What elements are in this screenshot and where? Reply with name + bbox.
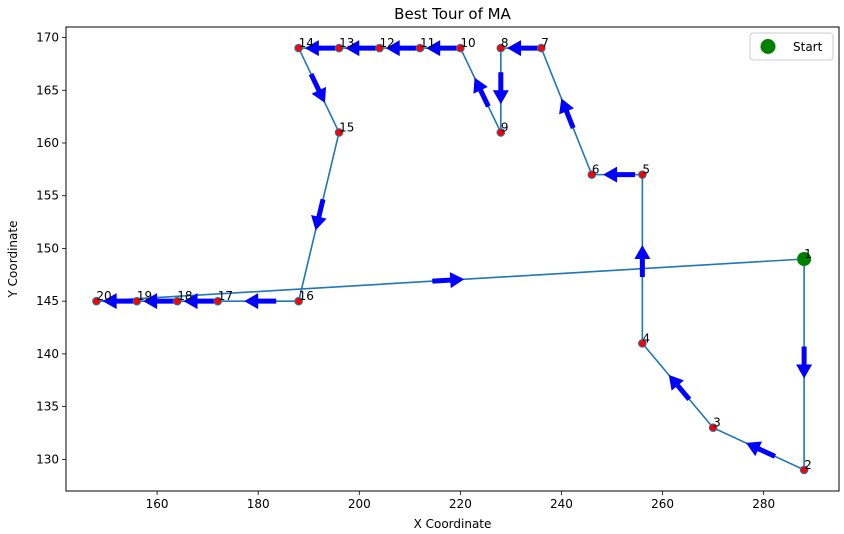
point-label: 18 — [177, 289, 192, 303]
direction-arrow — [304, 40, 337, 57]
y-tick-label: 155 — [36, 189, 59, 203]
tour-point — [587, 170, 597, 179]
direction-arrow — [345, 40, 378, 57]
y-tick-label: 170 — [36, 31, 59, 45]
direction-arrow — [492, 72, 509, 105]
x-tick-label: 260 — [651, 497, 674, 511]
point-label: 13 — [339, 36, 354, 50]
y-axis-title: Y Coordinate — [6, 221, 20, 299]
direction-arrow — [308, 72, 327, 103]
x-axis-title: X Coordinate — [414, 517, 492, 531]
tour-point — [173, 296, 182, 306]
direction-arrow — [603, 166, 636, 183]
direction-arrow — [143, 293, 176, 310]
x-axis: 160 180 200 220 240 260 280 — [146, 491, 775, 511]
y-tick-label: 145 — [36, 294, 59, 308]
direction-arrow — [668, 374, 692, 401]
tour-point — [708, 423, 718, 433]
y-tick-label: 130 — [36, 452, 59, 466]
direction-arrow — [385, 40, 418, 57]
point-label: 20 — [96, 289, 111, 303]
direction-arrow — [559, 98, 576, 130]
x-tick-label: 240 — [550, 497, 573, 511]
point-label: 7 — [541, 36, 549, 50]
direction-arrow — [432, 272, 465, 289]
direction-arrow — [426, 40, 459, 57]
tour-point — [638, 339, 647, 348]
x-tick-label: 220 — [449, 497, 472, 511]
point-label: 11 — [420, 36, 435, 50]
direction-arrow — [473, 77, 491, 108]
point-label: 10 — [460, 36, 475, 50]
point-label: 14 — [299, 36, 314, 50]
direction-arrow — [745, 441, 777, 459]
point-label: 3 — [713, 416, 721, 430]
tour-point — [456, 43, 465, 53]
tour-point — [496, 43, 506, 53]
point-label: 16 — [299, 289, 314, 303]
direction-arrow — [244, 293, 277, 310]
point-label: 15 — [339, 120, 354, 134]
direction-arrow — [102, 293, 135, 310]
tour-point — [375, 43, 384, 53]
point-label: 8 — [501, 36, 509, 50]
tour-point — [415, 43, 425, 53]
tour-point — [92, 296, 101, 306]
tour-point — [213, 296, 223, 306]
y-tick-label: 165 — [36, 83, 59, 97]
x-tick-label: 180 — [247, 497, 270, 511]
direction-arrow — [507, 40, 540, 57]
tour-point — [294, 43, 303, 53]
direction-arrow — [183, 293, 216, 310]
point-label: 12 — [380, 36, 395, 50]
tour-point — [294, 296, 303, 306]
direction-arrow — [796, 346, 813, 379]
tour-point — [334, 43, 344, 53]
y-tick-label: 150 — [36, 241, 59, 255]
start-marker — [797, 252, 812, 266]
point-label: 9 — [501, 120, 509, 134]
tour-point — [536, 43, 546, 53]
tour-point — [132, 296, 142, 306]
point-label: 5 — [642, 163, 650, 177]
y-tick-label: 140 — [36, 347, 59, 361]
point-label: 4 — [642, 331, 650, 345]
x-tick-label: 200 — [348, 497, 371, 511]
point-label: 19 — [137, 289, 152, 303]
y-axis: 130 135 140 145 150 155 160 165 170 — [36, 31, 66, 466]
x-tick-label: 280 — [752, 497, 775, 511]
legend: Start — [749, 32, 834, 61]
point-label: 6 — [592, 163, 600, 177]
x-tick-label: 160 — [146, 497, 169, 511]
direction-arrow — [311, 198, 327, 231]
y-tick-label: 160 — [36, 136, 59, 150]
plot-frame — [65, 26, 840, 492]
point-label: 17 — [218, 289, 233, 303]
y-tick-label: 135 — [36, 400, 59, 414]
point-label: 2 — [804, 458, 812, 472]
direction-arrow — [634, 245, 651, 277]
tour-point — [496, 128, 506, 137]
tour-point — [334, 128, 344, 137]
point-label: 1 — [804, 247, 812, 261]
legend-start-marker — [760, 39, 776, 54]
legend-start-label: Start — [793, 40, 823, 54]
tour-point — [638, 170, 647, 179]
tour-point — [799, 465, 809, 475]
chart-title: Best Tour of MA — [394, 5, 511, 23]
